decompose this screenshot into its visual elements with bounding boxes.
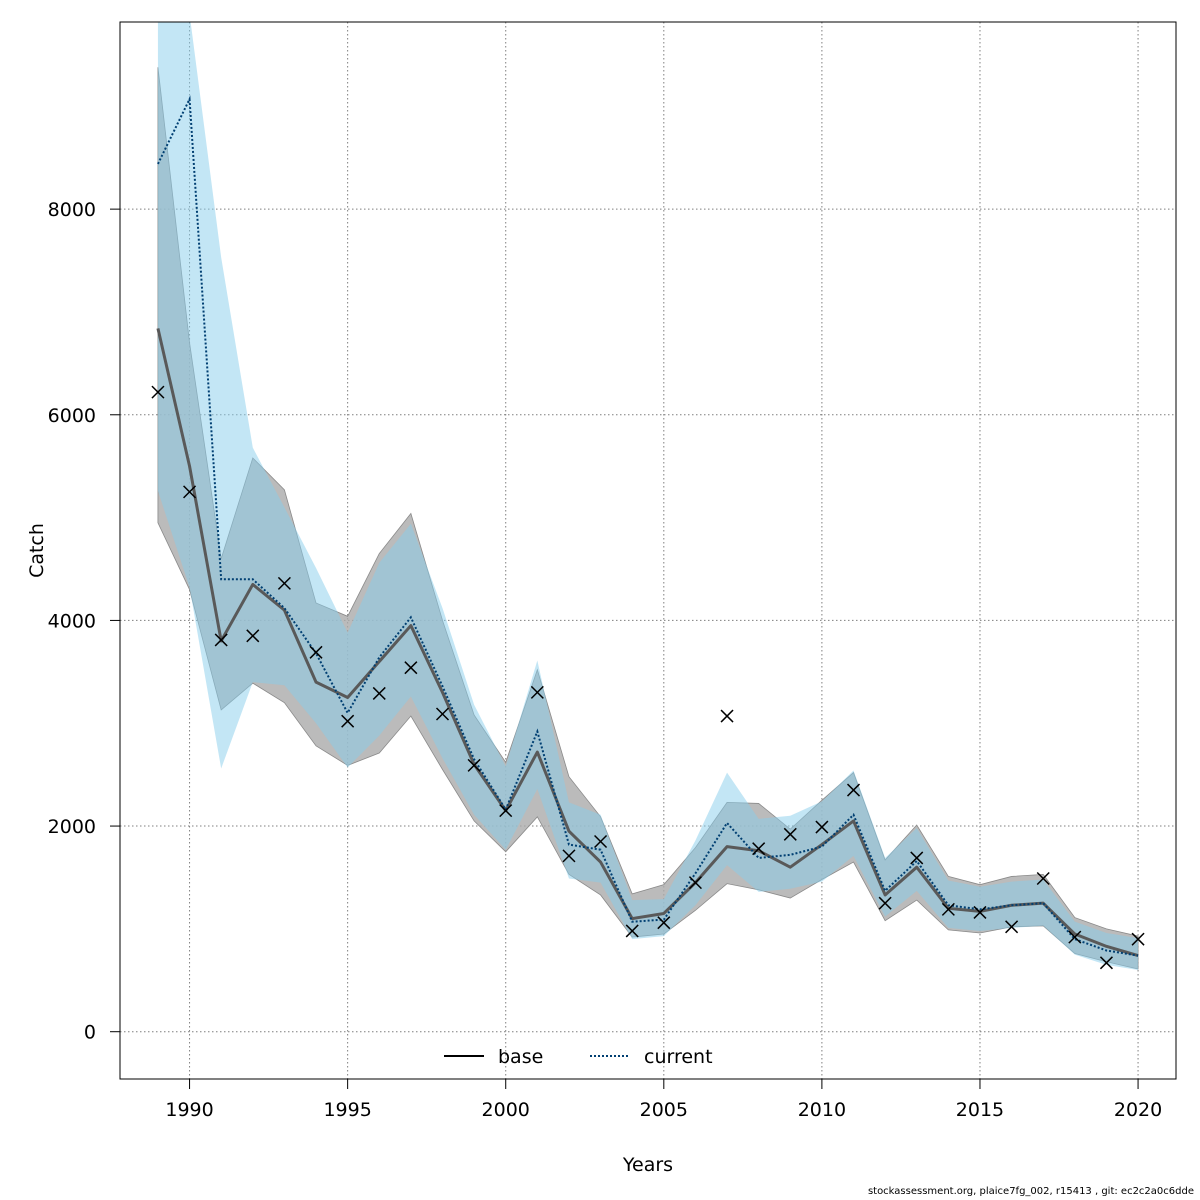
legend-label: current — [644, 1046, 713, 1068]
observed-point — [657, 916, 671, 930]
observed-markers — [151, 385, 1145, 970]
legend-label: base — [498, 1046, 543, 1068]
observed-point — [1131, 932, 1145, 946]
band-base — [157, 67, 1139, 970]
observed-point — [783, 827, 797, 841]
grid-lines — [120, 22, 1176, 1079]
observed-point — [435, 707, 450, 721]
y-tick-label: 2000 — [48, 816, 96, 838]
observed-point — [910, 851, 924, 865]
series-lines — [156, 95, 1139, 958]
observed-point — [404, 661, 418, 675]
legend-item-current: current — [590, 1046, 713, 1068]
observed-point — [1005, 920, 1019, 934]
observed-point — [530, 685, 544, 699]
observed-point — [246, 629, 260, 643]
band-current — [157, 22, 1139, 971]
plot-frame — [119, 21, 1177, 1080]
observed-point — [214, 633, 228, 647]
observed-point — [1099, 956, 1113, 970]
x-tick-label: 1995 — [323, 1099, 371, 1121]
observed-point — [372, 686, 386, 700]
x-tick-label: 2000 — [482, 1099, 530, 1121]
observed-point — [1068, 930, 1082, 944]
y-tick-label: 0 — [84, 1022, 96, 1044]
footer-source: stockassessment.org, plaice7fg_002, r154… — [867, 1186, 1194, 1197]
x-axis-label: Years — [622, 1154, 673, 1176]
observed-point — [183, 485, 197, 499]
axes: 1990 1995 2000 2005 2010 2015 2020 0 2000 4000 600… — [48, 199, 1163, 1121]
observed-point — [720, 709, 734, 723]
legend-item-base: base — [444, 1046, 543, 1068]
x-tick-label: 2010 — [798, 1099, 846, 1121]
observed-point — [846, 783, 861, 797]
observed-point — [688, 876, 702, 890]
observed-point — [1036, 871, 1050, 886]
observed-point — [309, 645, 323, 659]
observed-point — [467, 758, 481, 772]
observed-point — [499, 804, 513, 818]
observed-point — [341, 714, 355, 728]
observed-point — [941, 902, 955, 916]
observed-point — [878, 896, 892, 910]
observed-point — [752, 842, 766, 856]
x-tick-label: 1990 — [165, 1099, 213, 1121]
y-tick-label: 4000 — [48, 610, 96, 632]
x-tick-label: 2015 — [956, 1099, 1004, 1121]
observed-point — [277, 576, 291, 590]
y-tick-label: 6000 — [48, 405, 96, 427]
observed-point — [815, 820, 829, 834]
observed-point — [625, 924, 639, 938]
legend: base current — [444, 1046, 713, 1068]
observed-point — [151, 385, 165, 399]
x-tick-label: 2005 — [640, 1099, 688, 1121]
observed-point — [594, 834, 608, 849]
line-base — [156, 328, 1139, 958]
observed-point — [562, 849, 576, 863]
confidence-bands — [157, 22, 1139, 971]
x-tick-label: 2020 — [1114, 1099, 1162, 1121]
line-current — [157, 95, 1139, 957]
observed-point — [973, 905, 987, 919]
y-tick-label: 8000 — [48, 199, 96, 221]
y-axis-label: Catch — [26, 523, 48, 578]
